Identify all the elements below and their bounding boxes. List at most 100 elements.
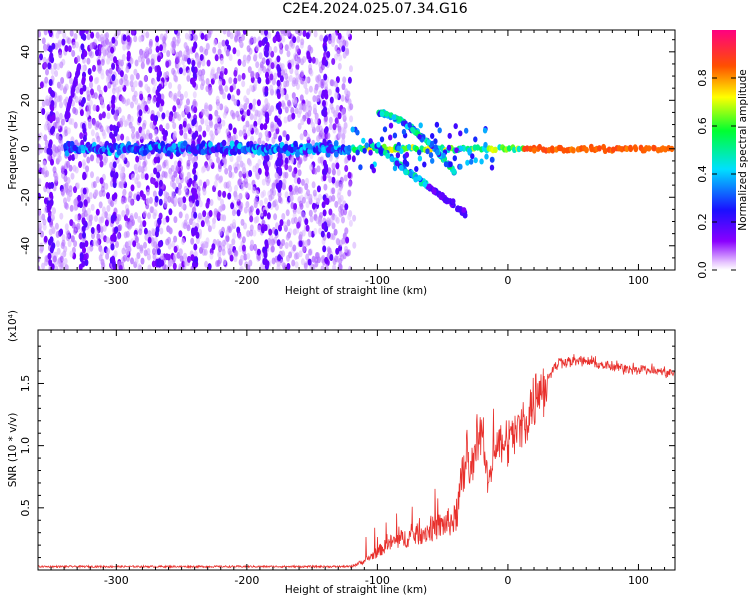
spectrogram-point — [298, 240, 303, 248]
spectrogram-point — [222, 190, 227, 198]
spectrogram-point — [483, 141, 488, 148]
spectrogram-point — [313, 227, 318, 235]
spectrogram-point — [260, 191, 265, 199]
spectrogram-point — [144, 233, 149, 241]
spectrogram-point — [51, 90, 56, 98]
spectrogram-point — [208, 119, 213, 127]
spectrogram-point — [633, 145, 639, 153]
spectrogram-point — [292, 36, 297, 44]
spectrogram-point — [251, 186, 256, 194]
spectrogram-point — [90, 227, 95, 234]
spectrogram-point — [253, 52, 258, 60]
spectrogram-point — [285, 134, 290, 141]
spectrogram-point — [109, 54, 114, 62]
spectrogram-point — [350, 126, 355, 133]
spectrogram-point — [295, 63, 300, 71]
spectrogram-point — [264, 169, 269, 177]
spectrogram-point — [43, 30, 48, 36]
spectrogram-point — [165, 122, 170, 130]
spectrogram-point — [148, 66, 153, 74]
spectrogram-point — [473, 136, 478, 143]
spectrogram-point — [242, 111, 247, 119]
spectrogram-point — [284, 106, 289, 114]
spectrogram-point — [240, 218, 245, 226]
spectrogram-point — [192, 167, 197, 175]
spectrogram-point — [315, 95, 320, 103]
spectrogram-point — [222, 258, 227, 266]
spectrogram-point — [142, 210, 147, 218]
spectrogram-point — [133, 90, 138, 98]
spectrogram-point — [164, 253, 169, 261]
spectrogram-point — [87, 68, 92, 75]
spectrogram-point — [448, 161, 453, 168]
spectrogram-point — [337, 32, 342, 40]
spectrogram-point — [255, 61, 260, 69]
spectrogram-xlabel: Height of straight line (km) — [285, 285, 427, 297]
spectrogram-point — [220, 66, 225, 73]
spectrogram-point — [104, 182, 109, 190]
spectrogram-point — [214, 109, 219, 117]
spectrogram-point — [155, 35, 160, 43]
spectrogram-point — [121, 153, 126, 161]
spectrogram-point — [92, 41, 96, 49]
spectrogram-point — [298, 103, 303, 111]
spectrogram-point — [111, 94, 116, 102]
spectrogram-point — [233, 77, 238, 85]
spectrogram-point — [293, 53, 297, 60]
spectrogram-point — [138, 80, 143, 88]
spectrogram-point — [221, 78, 226, 86]
spectrogram-point — [343, 174, 348, 182]
spectrogram-point — [278, 41, 283, 49]
spectrogram-point — [304, 76, 309, 84]
spectrogram-point — [506, 145, 512, 152]
spectrogram-point — [225, 229, 230, 237]
spectrogram-point — [176, 98, 181, 106]
spectrogram-point — [347, 189, 352, 197]
spectrogram-point — [101, 206, 106, 214]
spectrogram-point — [307, 258, 312, 266]
spectrogram-point — [216, 211, 221, 219]
spectrogram-point — [111, 137, 116, 145]
spectrogram-point — [64, 112, 69, 120]
spectrogram-point — [111, 255, 116, 263]
spectrogram-point — [304, 240, 309, 248]
spectrogram-point — [99, 160, 104, 168]
spectrogram-point — [140, 102, 145, 110]
spectrogram-point — [119, 70, 124, 78]
spectrogram-point — [85, 110, 90, 118]
spectrogram-point — [299, 133, 304, 141]
spectrogram-point — [287, 62, 292, 70]
spectrogram-point — [316, 125, 320, 133]
spectrogram-point — [56, 95, 61, 103]
spectrogram-point — [43, 134, 48, 142]
spectrogram-point — [302, 30, 307, 37]
spectrogram-point — [47, 154, 52, 161]
spectrogram-point — [294, 68, 299, 76]
spectrogram-point — [430, 133, 435, 139]
spectrogram-point — [123, 73, 128, 81]
spectrogram-point — [397, 116, 403, 123]
spectrogram-point — [190, 254, 195, 262]
spectrogram-point — [341, 83, 346, 91]
spectrogram-point — [265, 134, 270, 142]
spectrogram-point — [344, 203, 349, 211]
spectrogram-point — [379, 136, 385, 143]
spectrogram-point — [121, 54, 126, 61]
spectrogram-point — [322, 209, 327, 217]
spectrogram-point — [213, 210, 218, 218]
spectrogram-point — [86, 156, 91, 164]
spectrogram-point — [160, 253, 164, 261]
spectrogram-point — [95, 208, 100, 216]
spectrogram-point — [434, 121, 440, 128]
spectrogram-point — [90, 171, 94, 179]
spectrogram-point — [223, 105, 228, 113]
spectrogram-point — [177, 188, 182, 196]
spectrogram-point — [331, 176, 336, 184]
spectrogram-point — [334, 92, 339, 100]
spectrogram-point — [117, 58, 122, 66]
spectrogram-point — [263, 36, 268, 44]
spectrogram-point — [52, 255, 57, 263]
spectrogram-point — [234, 35, 238, 43]
spectrogram-point — [181, 237, 185, 245]
spectrogram-point — [239, 103, 244, 111]
